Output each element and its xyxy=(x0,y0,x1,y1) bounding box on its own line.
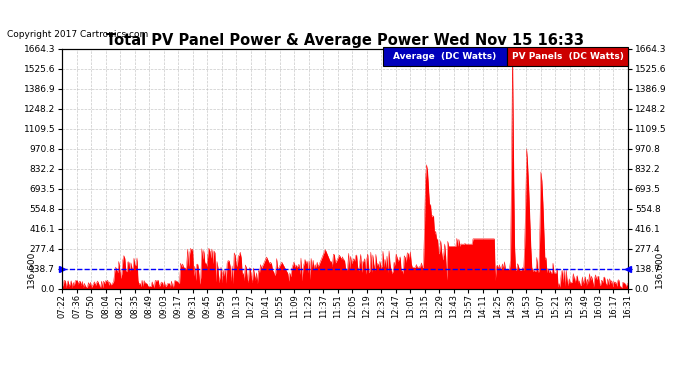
Text: Average  (DC Watts): Average (DC Watts) xyxy=(393,52,497,61)
Text: Copyright 2017 Cartronics.com: Copyright 2017 Cartronics.com xyxy=(7,30,148,39)
Text: 136.600: 136.600 xyxy=(655,251,664,288)
Text: 136.600: 136.600 xyxy=(26,251,35,288)
Text: PV Panels  (DC Watts): PV Panels (DC Watts) xyxy=(511,52,624,61)
Title: Total PV Panel Power & Average Power Wed Nov 15 16:33: Total PV Panel Power & Average Power Wed… xyxy=(106,33,584,48)
